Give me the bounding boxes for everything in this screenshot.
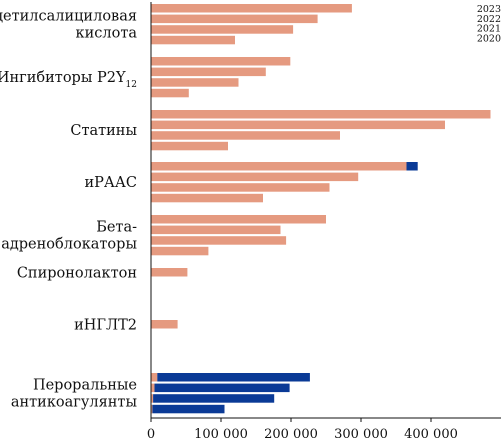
bar-segment-light (151, 268, 188, 277)
legend-year-label: 2023 (477, 4, 501, 15)
category-label-line: кислота (76, 26, 138, 42)
bar-segment-light (151, 215, 326, 224)
category-label-line: иНГЛТ2 (74, 317, 137, 333)
bar-segment-light (151, 320, 178, 329)
category-label: Пероральные антикоагулянты (11, 378, 138, 411)
bar-segment-light (151, 246, 209, 256)
category-label: Ацетилсалициловаякислота (0, 9, 137, 42)
category-label-line: Бета- (96, 220, 137, 236)
category-label: Спиронолактон (17, 265, 137, 281)
bar-segment-light (151, 162, 407, 171)
bar-segment-light (151, 193, 263, 203)
bar-segment-dark (154, 383, 290, 393)
bar-segment-light (151, 131, 340, 140)
bar-segment-light (151, 236, 287, 245)
category-label-line: Ингибиторы P2Y (0, 70, 126, 86)
bar-segment-light (151, 78, 239, 87)
bar-segment-light (151, 141, 228, 151)
legend-year-label: 2022 (477, 14, 501, 25)
category-label-line: иРААС (85, 175, 137, 191)
category-label-line: Ацетилсалициловая (0, 9, 137, 25)
category-label: Статины (70, 123, 137, 139)
x-tick-label: 0 (147, 427, 155, 442)
x-tick-label: 100 000 (194, 427, 248, 442)
bar-segment-light (151, 57, 291, 66)
bars-group (151, 4, 491, 414)
category-label-line: антикоагулянты (11, 395, 138, 411)
bar-segment-dark (153, 394, 275, 403)
bar-segment-light (151, 225, 281, 235)
bar-segment-dark (406, 162, 418, 171)
legend-year-label: 2021 (477, 24, 501, 35)
bar-segment-light (151, 35, 235, 45)
bar-segment-light (151, 373, 158, 382)
bar-segment-light (151, 394, 154, 403)
bar-segment-dark (152, 404, 225, 414)
category-label-subscript: 12 (126, 80, 137, 90)
bar-segment-light (151, 172, 359, 182)
category-labels-group: Ацетилсалициловаякислота Ингибиторы P2Y12… (0, 9, 137, 411)
bar-segment-light (151, 25, 294, 34)
category-label: Ингибиторы P2Y12 (0, 70, 137, 90)
x-tick-label: 400 000 (404, 427, 458, 442)
bar-segment-light (151, 110, 491, 119)
x-tick-label: 200 000 (264, 427, 318, 442)
category-label-line: Статины (70, 123, 137, 139)
bar-segment-light (151, 183, 330, 192)
category-label-line: Пероральные (33, 378, 137, 394)
x-axis: 0 100 000 200 000 300 000 400 000 (147, 2, 501, 442)
bar-segment-light (151, 404, 153, 414)
bar-segment-light (151, 4, 352, 13)
category-label: иНГЛТ2 (74, 317, 137, 333)
bar-segment-light (151, 14, 318, 24)
category-label: иРААС (85, 175, 137, 191)
legend-year-label: 2020 (477, 33, 501, 44)
bar-segment-light (151, 120, 445, 130)
bar-segment-light (151, 383, 155, 393)
category-label-line: Спиронолактон (17, 265, 137, 281)
bar-segment-dark (157, 373, 310, 382)
x-tick-label: 300 000 (334, 427, 388, 442)
category-label: Бета-адреноблокаторы (1, 220, 137, 253)
bar-segment-light (151, 67, 266, 77)
bar-segment-light (151, 88, 189, 98)
category-label-line: адреноблокаторы (1, 237, 137, 253)
